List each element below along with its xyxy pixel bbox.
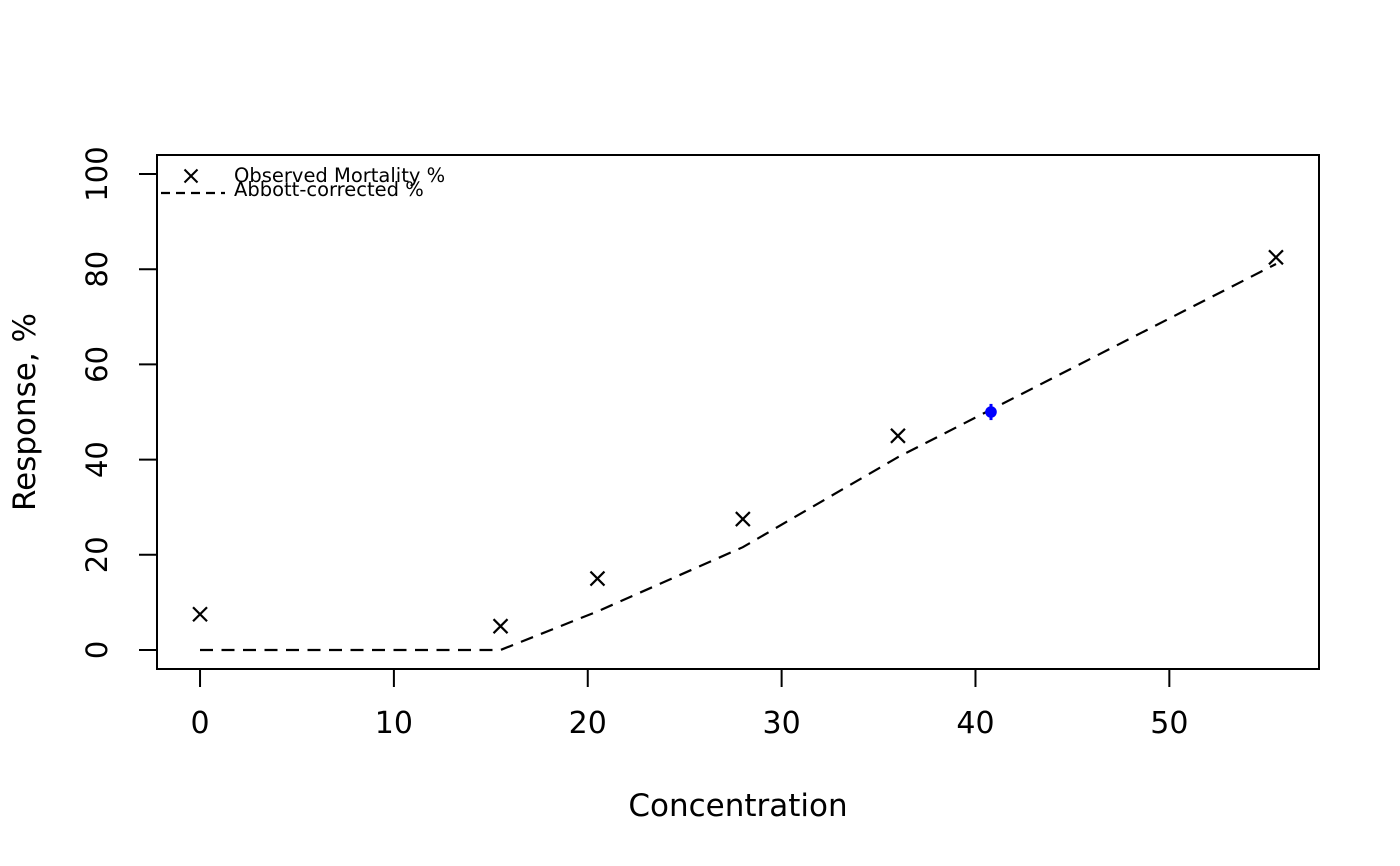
y-tick-label: 40 [80, 441, 114, 478]
lc50-point [985, 406, 997, 418]
y-tick-label: 0 [80, 641, 114, 659]
legend-entry-observed: Observed Mortality % [234, 164, 446, 187]
x-tick-label: 10 [375, 706, 413, 741]
y-axis-title: Response, % [7, 312, 43, 512]
y-tick-label: 100 [80, 146, 114, 201]
y-tick-label: 20 [80, 536, 114, 573]
x-axis-title: Concentration [628, 788, 848, 824]
y-tick-label: 80 [80, 251, 114, 288]
observed-point-marker [192, 606, 208, 623]
x-tick-label: 40 [956, 706, 994, 741]
y-tick-label: 60 [80, 346, 114, 383]
observed-point-marker [589, 570, 606, 587]
legend-dashed-line-icon [160, 181, 226, 200]
observed-point-marker [1268, 249, 1284, 266]
observed-point-marker [735, 511, 751, 527]
x-tick-label: 20 [569, 706, 607, 741]
observed-point-marker [890, 428, 906, 444]
x-tick-label: 0 [190, 706, 209, 741]
x-tick-label: 50 [1150, 706, 1188, 741]
plot-box [156, 154, 1320, 670]
legend-entry-abbott: Abbott-corrected % [234, 178, 424, 201]
observed-point-marker [492, 618, 509, 634]
x-tick-label: 30 [763, 706, 801, 741]
abbott-corrected-line [200, 263, 1277, 652]
legend-x-marker-icon [182, 167, 200, 189]
